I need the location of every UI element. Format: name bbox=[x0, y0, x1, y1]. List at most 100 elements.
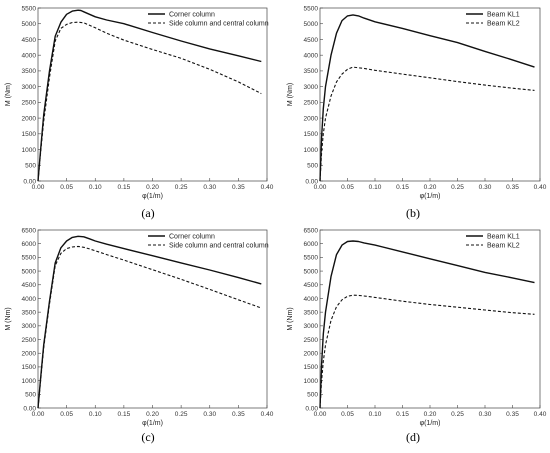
series-line-2 bbox=[37, 245, 262, 409]
legend: Beam KL1 Beam KL2 bbox=[466, 233, 520, 249]
legend: Corner column Side column and central col… bbox=[148, 233, 269, 249]
chart-panel-3: 0.00 0.05 0.10 0.15 0.20 0.25 0.30 0.35 0.40 0.00… bbox=[5, 227, 274, 444]
y-tick-label: 5000 bbox=[22, 21, 37, 28]
y-tick-label: 1000 bbox=[304, 147, 319, 154]
y-tick-label: 4500 bbox=[22, 282, 37, 289]
y-tick-label: 0.00 bbox=[305, 405, 318, 412]
series-line-1 bbox=[319, 14, 535, 182]
y-tick-label: 5500 bbox=[22, 255, 37, 262]
y-tick-label: 1000 bbox=[304, 378, 319, 385]
x-tick-label: 0.20 bbox=[424, 411, 437, 418]
y-tick-label: 3000 bbox=[22, 323, 37, 330]
x-tick-label: 0.00 bbox=[32, 411, 45, 418]
y-tick-label: 2000 bbox=[304, 115, 319, 122]
y-tick-label: 1000 bbox=[22, 147, 37, 154]
y-tick-label: 5000 bbox=[304, 268, 319, 275]
legend-entry: Side column and central column bbox=[169, 242, 269, 249]
legend-entry: Corner column bbox=[169, 233, 215, 240]
y-tick-label: 6500 bbox=[22, 227, 37, 234]
legend-entry: Beam KL1 bbox=[487, 11, 520, 18]
chart-panel-4: 0.00 0.05 0.10 0.15 0.20 0.25 0.30 0.35 0.40 0.00… bbox=[287, 227, 547, 444]
x-tick-label: 0.10 bbox=[89, 184, 102, 191]
chart-panel-2: 0.00 0.05 0.10 0.15 0.20 0.25 0.30 0.35 0.40 0.00… bbox=[287, 5, 547, 220]
y-tick-label: 2000 bbox=[304, 351, 319, 358]
y-tick-label: 3500 bbox=[304, 68, 319, 75]
x-tick-label: 0.20 bbox=[146, 411, 159, 418]
x-tick-label: 0.20 bbox=[146, 184, 159, 191]
y-tick-label: 4500 bbox=[22, 37, 37, 44]
x-tick-label: 0.20 bbox=[424, 184, 437, 191]
x-axis-label: φ(1/m) bbox=[142, 420, 163, 427]
legend-entry: Beam KL1 bbox=[487, 233, 520, 240]
y-tick-label: 500 bbox=[307, 392, 318, 399]
plot-frame bbox=[319, 7, 541, 182]
x-tick-label: 0.15 bbox=[118, 411, 131, 418]
panel-label: (c) bbox=[141, 430, 154, 444]
y-tick-label: 2500 bbox=[304, 100, 319, 107]
x-tick-label: 0.35 bbox=[506, 411, 519, 418]
y-tick-label: 2500 bbox=[22, 100, 37, 107]
y-tick-label: 4500 bbox=[304, 282, 319, 289]
series-line-1 bbox=[37, 235, 262, 409]
series-line-2 bbox=[37, 21, 262, 182]
y-tick-label: 5000 bbox=[22, 268, 37, 275]
y-axis-label: M (Nm) bbox=[287, 307, 294, 330]
x-tick-label: 0.40 bbox=[261, 184, 274, 191]
y-tick-label: 5500 bbox=[304, 255, 319, 262]
x-tick-label: 0.30 bbox=[479, 411, 492, 418]
series-line-1 bbox=[319, 240, 535, 409]
x-tick-label: 0.15 bbox=[118, 184, 131, 191]
panel-label: (d) bbox=[406, 430, 420, 444]
x-tick-label: 0.00 bbox=[314, 184, 327, 191]
y-tick-label: 2500 bbox=[304, 337, 319, 344]
series-line-2 bbox=[319, 294, 535, 409]
y-tick-label: 4000 bbox=[22, 296, 37, 303]
y-tick-label: 4000 bbox=[22, 52, 37, 59]
plot-frame bbox=[37, 7, 268, 182]
y-tick-label: 1000 bbox=[22, 378, 37, 385]
y-tick-label: 2500 bbox=[22, 337, 37, 344]
series-line-1 bbox=[37, 9, 262, 182]
y-tick-label: 3500 bbox=[22, 309, 37, 316]
y-tick-label: 3500 bbox=[304, 309, 319, 316]
y-tick-label: 500 bbox=[25, 163, 36, 170]
x-axis-label: φ(1/m) bbox=[420, 420, 441, 427]
x-tick-label: 0.05 bbox=[60, 184, 73, 191]
legend-entry: Corner column bbox=[169, 11, 215, 18]
y-tick-label: 0.00 bbox=[23, 178, 36, 185]
y-tick-label: 4000 bbox=[304, 296, 319, 303]
x-tick-label: 0.35 bbox=[232, 411, 245, 418]
x-tick-label: 0.15 bbox=[396, 184, 409, 191]
y-tick-label: 3000 bbox=[304, 323, 319, 330]
x-tick-label: 0.00 bbox=[32, 184, 45, 191]
y-tick-label: 3500 bbox=[22, 68, 37, 75]
legend-entry: Beam KL2 bbox=[487, 20, 520, 27]
x-axis-label: φ(1/m) bbox=[142, 193, 163, 200]
legend-entry: Side column and central column bbox=[169, 20, 269, 27]
x-tick-label: 0.40 bbox=[261, 411, 274, 418]
y-tick-label: 2000 bbox=[22, 351, 37, 358]
x-tick-label: 0.25 bbox=[451, 411, 464, 418]
y-tick-label: 5500 bbox=[304, 5, 319, 12]
legend: Corner column Side column and central col… bbox=[148, 11, 269, 27]
x-tick-label: 0.25 bbox=[175, 184, 188, 191]
y-tick-label: 4500 bbox=[304, 37, 319, 44]
y-tick-label: 4000 bbox=[304, 52, 319, 59]
y-tick-label: 0.00 bbox=[305, 178, 318, 185]
x-tick-label: 0.15 bbox=[396, 411, 409, 418]
plot-frame bbox=[37, 229, 268, 409]
x-tick-label: 0.25 bbox=[175, 411, 188, 418]
plot-frame bbox=[319, 229, 541, 409]
x-tick-label: 0.10 bbox=[369, 411, 382, 418]
legend: Beam KL1 Beam KL2 bbox=[466, 11, 520, 27]
x-axis-label: φ(1/m) bbox=[420, 193, 441, 200]
x-tick-label: 0.10 bbox=[89, 411, 102, 418]
y-tick-label: 0.00 bbox=[23, 405, 36, 412]
y-axis-label: M (Nm) bbox=[287, 83, 294, 106]
y-axis-label: M (Nm) bbox=[5, 307, 12, 330]
chart-panel-1: 0.00 0.05 0.10 0.15 0.20 0.25 0.30 0.35 0.40 0.00… bbox=[5, 5, 274, 220]
x-tick-label: 0.30 bbox=[479, 184, 492, 191]
y-tick-label: 2000 bbox=[22, 115, 37, 122]
x-tick-label: 0.25 bbox=[451, 184, 464, 191]
